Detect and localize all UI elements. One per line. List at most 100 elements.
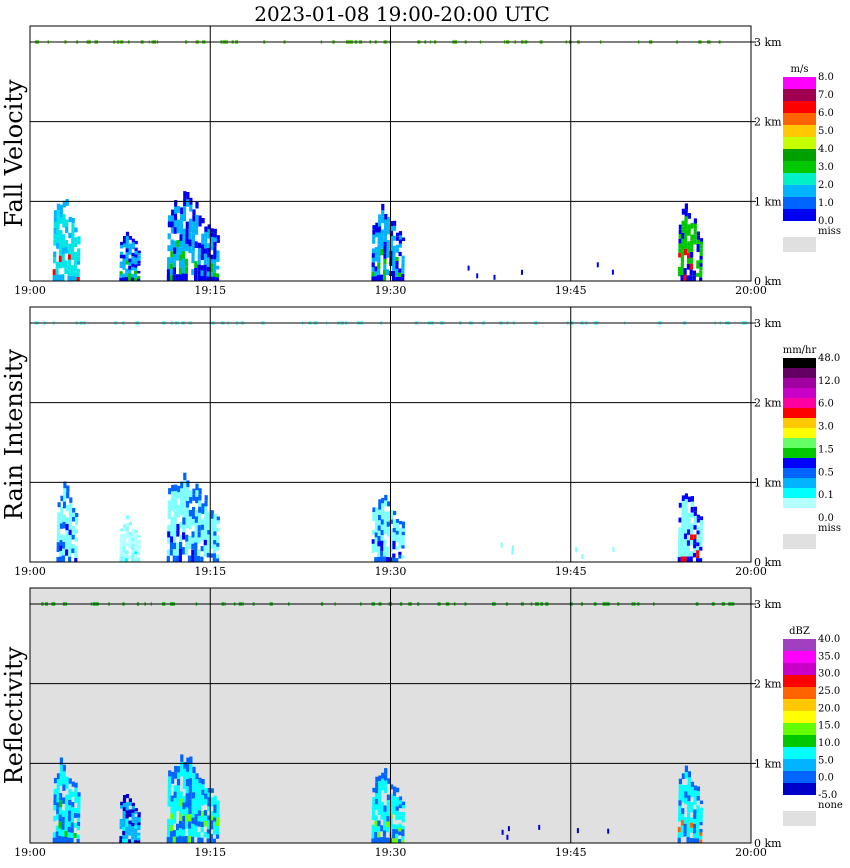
echo-cell xyxy=(173,227,177,234)
echo-cell xyxy=(192,227,196,234)
echo-speck xyxy=(612,546,615,552)
echo-cell xyxy=(191,555,195,562)
echo-cell xyxy=(699,248,703,253)
colorbar-swatch xyxy=(783,448,816,458)
echo-cell xyxy=(216,813,220,818)
echo-cell xyxy=(179,791,183,799)
echo-cell xyxy=(206,257,211,263)
echo-cell xyxy=(131,528,135,532)
echo-cell xyxy=(119,556,123,560)
echo-cell xyxy=(398,534,402,539)
echo-cell xyxy=(68,529,72,536)
echo-cell xyxy=(392,519,397,524)
echo-cell xyxy=(696,243,700,248)
echo-cell xyxy=(401,818,405,823)
echo-cell xyxy=(374,251,378,257)
echo-cell xyxy=(122,549,126,553)
echo-cell xyxy=(57,527,61,533)
echo-cell xyxy=(693,520,697,526)
echo-cell xyxy=(680,831,684,838)
y-tick-label: 3 km xyxy=(754,36,782,49)
echo-cell xyxy=(680,256,684,263)
echo-cell xyxy=(201,218,205,224)
echo-cell xyxy=(76,838,80,843)
echo-cell xyxy=(395,526,399,531)
echo-cell xyxy=(200,535,204,541)
echo-cell xyxy=(53,239,57,246)
echo-cell xyxy=(213,233,217,238)
echo-cell xyxy=(122,258,126,263)
echo-cell xyxy=(395,558,399,562)
echo-cell xyxy=(194,261,198,268)
echo-cell xyxy=(213,795,217,801)
echo-cell xyxy=(174,200,178,207)
echo-cell xyxy=(216,804,220,809)
echo-cell xyxy=(60,506,64,513)
echo-cell xyxy=(128,839,132,843)
echo-cell xyxy=(70,265,74,271)
echo-cell xyxy=(119,277,123,281)
echo-cell xyxy=(59,211,63,218)
echo-cell xyxy=(56,813,60,820)
echo-cell xyxy=(380,242,384,249)
echo-cell xyxy=(687,789,691,796)
echo-cell xyxy=(684,209,688,217)
echo-cell xyxy=(678,816,682,822)
echo-cell xyxy=(170,263,174,270)
echo-cell xyxy=(204,242,208,249)
echo-cell xyxy=(119,836,123,840)
echo-cell xyxy=(182,822,186,830)
echo-cell xyxy=(210,544,214,549)
echo-cell xyxy=(203,275,207,281)
echo-cell xyxy=(371,539,375,544)
echo-cell xyxy=(191,257,195,264)
echo-cell xyxy=(71,535,75,540)
echo-cell xyxy=(198,215,202,221)
echo-cell xyxy=(173,798,177,805)
echo-cell xyxy=(134,543,138,546)
echo-cell xyxy=(209,272,213,277)
echo-cell xyxy=(197,815,201,822)
echo-cell xyxy=(131,541,135,544)
echo-cell xyxy=(194,509,199,517)
echo-cell xyxy=(67,254,72,260)
echo-cell xyxy=(128,236,132,240)
echo-cell xyxy=(203,253,207,260)
echo-cell xyxy=(395,829,399,834)
echo-cell xyxy=(683,544,687,551)
echo-cell xyxy=(188,239,192,247)
echo-cell xyxy=(213,250,217,255)
echo-cell xyxy=(58,828,62,836)
echo-cell xyxy=(185,786,189,794)
echo-cell xyxy=(389,514,394,520)
echo-cell xyxy=(137,819,141,823)
echo-cell xyxy=(395,806,399,811)
echo-cell xyxy=(76,826,80,831)
echo-cell xyxy=(377,826,381,832)
echo-cell xyxy=(74,537,78,542)
echo-cell xyxy=(696,814,700,820)
echo-cell xyxy=(378,504,382,510)
echo-cell xyxy=(53,777,58,784)
colorbar-swatch xyxy=(783,723,816,735)
echo-cell xyxy=(63,494,67,502)
echo-cell xyxy=(166,269,171,276)
echo-cell xyxy=(684,533,688,540)
echo-cell xyxy=(201,508,205,514)
echo-cell xyxy=(53,210,58,217)
echo-cell xyxy=(378,515,382,521)
echo-cell xyxy=(188,792,192,800)
y-tick-label: 0 km xyxy=(754,556,782,569)
echo-cell xyxy=(176,778,181,786)
echo-cell xyxy=(125,838,129,843)
echo-cell xyxy=(371,271,375,277)
echo-cell xyxy=(693,819,697,824)
echo-cell xyxy=(194,535,198,543)
echo-cell xyxy=(372,797,376,802)
colorbar-missing-label: miss xyxy=(818,523,841,534)
echo-cell xyxy=(170,497,174,505)
echo-cell xyxy=(71,228,75,234)
echo-cell xyxy=(215,558,220,562)
echo-cell xyxy=(375,782,379,788)
